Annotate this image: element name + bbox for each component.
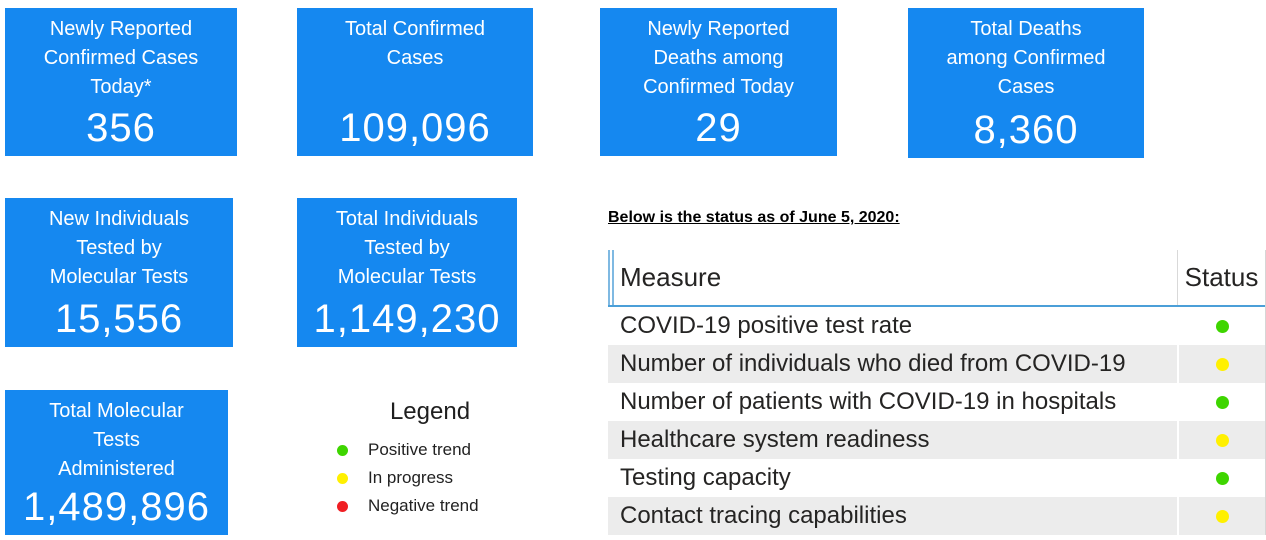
legend-item-label: In progress xyxy=(368,468,454,487)
card-value: 356 xyxy=(86,106,156,150)
status-cell xyxy=(1177,497,1265,535)
yellow-dot-icon xyxy=(337,472,348,484)
measure-cell: Testing capacity xyxy=(620,464,791,491)
table-row[interactable]: Contact tracing capabilities xyxy=(608,497,1265,535)
legend-title: Legend xyxy=(389,398,471,425)
card-title: New Individuals Tested by Molecular Test… xyxy=(48,208,190,288)
status-dot-icon xyxy=(1215,471,1229,485)
card-title: Total Molecular Tests Administered xyxy=(49,400,184,480)
card-title: Total Deaths among Confirmed Cases xyxy=(946,18,1106,98)
table-row[interactable]: COVID-19 positive test rate xyxy=(608,307,1265,345)
stat-card-new-individuals-tested[interactable]: New Individuals Tested by Molecular Test… xyxy=(5,198,233,347)
table-row[interactable]: Number of individuals who died from COVI… xyxy=(608,345,1265,383)
status-cell xyxy=(1177,459,1265,497)
card-value: 15,556 xyxy=(54,297,184,341)
status-cell xyxy=(1177,345,1265,383)
legend: Legend Positive trend In progress Negati… xyxy=(310,398,550,520)
status-dot-icon xyxy=(1215,357,1229,371)
status-dot-icon xyxy=(1215,395,1229,409)
stat-card-total-confirmed-cases[interactable]: Total Confirmed Cases 109,096 xyxy=(297,8,533,156)
stat-card-total-individuals-tested[interactable]: Total Individuals Tested by Molecular Te… xyxy=(297,198,517,347)
stat-card-newly-reported-deaths[interactable]: Newly Reported Deaths among Confirmed To… xyxy=(600,8,837,156)
status-dot-icon xyxy=(1215,319,1229,333)
legend-item-label: Positive trend xyxy=(368,440,471,459)
status-cell xyxy=(1177,383,1265,421)
green-dot-icon xyxy=(337,444,348,456)
table-row[interactable]: Healthcare system readiness xyxy=(608,421,1265,459)
measure-cell: Number of patients with COVID-19 in hosp… xyxy=(620,388,1117,415)
table-row[interactable]: Number of patients with COVID-19 in hosp… xyxy=(608,383,1265,421)
card-title: Newly Reported Confirmed Cases Today* xyxy=(43,18,199,98)
measure-cell: Healthcare system readiness xyxy=(620,426,930,453)
stat-card-total-deaths[interactable]: Total Deaths among Confirmed Cases 8,360 xyxy=(908,8,1144,158)
legend-item-positive: Positive trend xyxy=(310,436,550,464)
stat-card-newly-reported-cases[interactable]: Newly Reported Confirmed Cases Today* 35… xyxy=(5,8,237,156)
card-value: 29 xyxy=(695,106,742,150)
status-cell xyxy=(1177,421,1265,459)
status-dot-icon xyxy=(1215,509,1229,523)
red-dot-icon xyxy=(337,500,348,512)
measure-cell: Number of individuals who died from COVI… xyxy=(620,350,1126,377)
card-title: Total Confirmed Cases xyxy=(344,18,486,69)
measure-cell: COVID-19 positive test rate xyxy=(620,312,913,339)
measure-cell: Contact tracing capabilities xyxy=(620,502,907,529)
card-title: Total Individuals Tested by Molecular Te… xyxy=(335,208,479,288)
table-row[interactable]: Testing capacity xyxy=(608,459,1265,497)
status-intro-text: Below is the status as of June 5, 2020: xyxy=(608,209,900,226)
status-table: Measure Status COVID-19 positive test ra… xyxy=(608,250,1266,535)
card-title: Newly Reported Deaths among Confirmed To… xyxy=(643,18,794,98)
column-header-status[interactable]: Status xyxy=(1177,250,1265,305)
card-value: 109,096 xyxy=(339,106,491,150)
status-cell xyxy=(1177,307,1265,345)
legend-item-in-progress: In progress xyxy=(310,464,550,492)
stat-card-total-molecular-tests[interactable]: Total Molecular Tests Administered 1,489… xyxy=(5,390,228,535)
status-dot-icon xyxy=(1215,433,1229,447)
column-header-measure[interactable]: Measure xyxy=(620,262,722,292)
card-value: 1,149,230 xyxy=(313,297,501,341)
card-value: 1,489,896 xyxy=(23,485,210,529)
card-value: 8,360 xyxy=(973,108,1079,152)
legend-item-label: Negative trend xyxy=(368,496,479,515)
status-table-header: Measure Status xyxy=(608,250,1265,307)
legend-item-negative: Negative trend xyxy=(310,492,550,520)
